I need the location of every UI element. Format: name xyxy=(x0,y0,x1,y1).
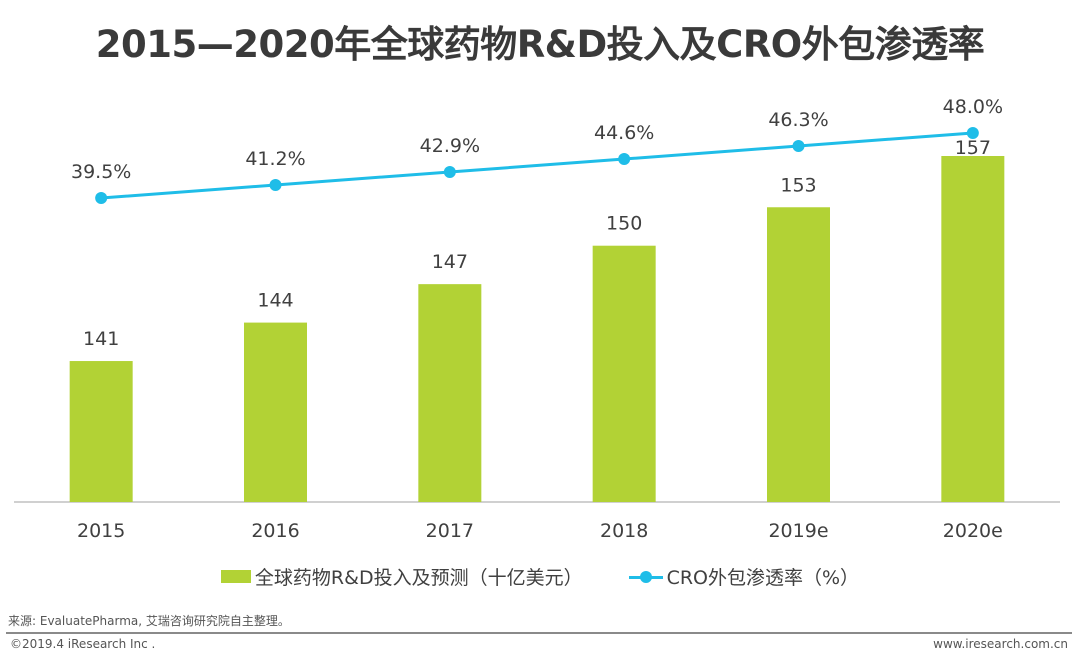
line-point-2015 xyxy=(95,192,108,204)
line-label-2015: 39.5% xyxy=(71,161,131,183)
line-label-2019e: 46.3% xyxy=(768,109,828,131)
copyright: ©2019.4 iResearch Inc . xyxy=(10,637,156,651)
line-label-2017: 42.9% xyxy=(420,135,480,157)
website-link[interactable]: www.iresearch.com.cn xyxy=(933,637,1068,651)
legend-item-line: CRO外包渗透率（%） xyxy=(628,563,860,590)
line-point-2017 xyxy=(443,166,456,178)
x-tick-2019e: 2019e xyxy=(768,520,828,542)
bar-series xyxy=(69,156,1005,502)
legend-line-marker-icon xyxy=(628,570,663,584)
bar-label-2016: 144 xyxy=(257,290,293,312)
cro-rate-line xyxy=(101,131,973,200)
legend: 全球药物R&D投入及预测（十亿美元） CRO外包渗透率（%） xyxy=(0,563,1080,590)
x-tick-2017: 2017 xyxy=(426,520,474,542)
line-point-2019e xyxy=(792,140,805,152)
bar-label-2017: 147 xyxy=(432,251,468,273)
x-tick-2016: 2016 xyxy=(251,520,299,542)
legend-item-bar: 全球药物R&D投入及预测（十亿美元） xyxy=(220,563,583,590)
line-point-2016 xyxy=(269,179,282,191)
chart-title: 2015—2020年全球药物R&D投入及CRO外包渗透率 xyxy=(95,23,985,66)
footer-divider xyxy=(6,632,1072,634)
line-point-2020e xyxy=(966,127,979,139)
x-tick-2018: 2018 xyxy=(600,520,648,542)
bar-2018 xyxy=(592,245,656,502)
legend-bar-label: 全球药物R&D投入及预测（十亿美元） xyxy=(254,567,583,589)
x-tick-labels: 2015 2016 2017 2018 2019e 2020e xyxy=(77,520,1003,542)
bar-label-2020e: 157 xyxy=(955,137,991,159)
bar-2020e xyxy=(941,156,1005,502)
chart-canvas: 141 144 147 150 153 157 39.5% 41.2% 42.9% 44.6% 4… xyxy=(14,96,1060,542)
x-tick-2020e: 2020e xyxy=(943,520,1003,542)
bar-label-2018: 150 xyxy=(606,213,642,235)
bar-data-labels: 141 144 147 150 153 157 xyxy=(83,137,991,350)
line-data-labels: 39.5% 41.2% 42.9% 44.6% 46.3% 48.0% xyxy=(71,96,1003,183)
x-tick-2015: 2015 xyxy=(77,520,125,542)
bar-label-2015: 141 xyxy=(83,328,119,350)
line-label-2020e: 48.0% xyxy=(943,96,1003,118)
bar-2015 xyxy=(69,361,133,502)
source-note: 来源: EvaluatePharma, 艾瑞咨询研究院自主整理。 xyxy=(8,614,290,628)
line-point-2018 xyxy=(618,153,631,165)
bar-2017 xyxy=(418,284,482,502)
bar-label-2019e: 153 xyxy=(780,174,816,196)
line-label-2018: 44.6% xyxy=(594,122,654,144)
bar-2016 xyxy=(244,322,307,502)
bar-2019e xyxy=(767,207,830,502)
line-series xyxy=(95,127,979,204)
legend-line-label: CRO外包渗透率（%） xyxy=(666,567,860,589)
line-label-2016: 41.2% xyxy=(245,148,305,170)
legend-bar-swatch-icon xyxy=(220,570,251,583)
